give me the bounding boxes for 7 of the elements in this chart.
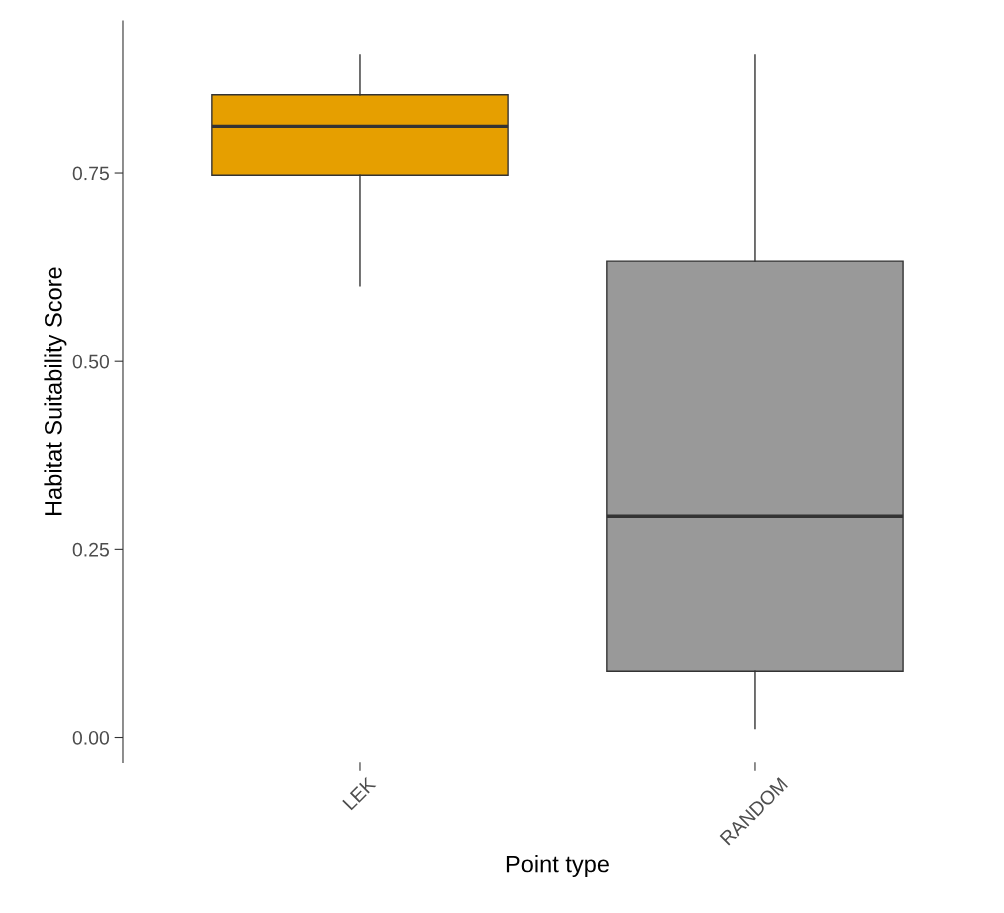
y-tick-label: 0.00 — [72, 730, 110, 745]
x-tick-label: LEK — [342, 776, 377, 811]
y-axis-title: Habitat Suitability Score — [44, 267, 67, 516]
y-tick-label: 0.50 — [72, 354, 110, 369]
y-tick-label: 0.75 — [72, 166, 109, 181]
x-axis-title: Point type — [506, 855, 609, 878]
y-tick-label: 0.25 — [72, 542, 109, 557]
